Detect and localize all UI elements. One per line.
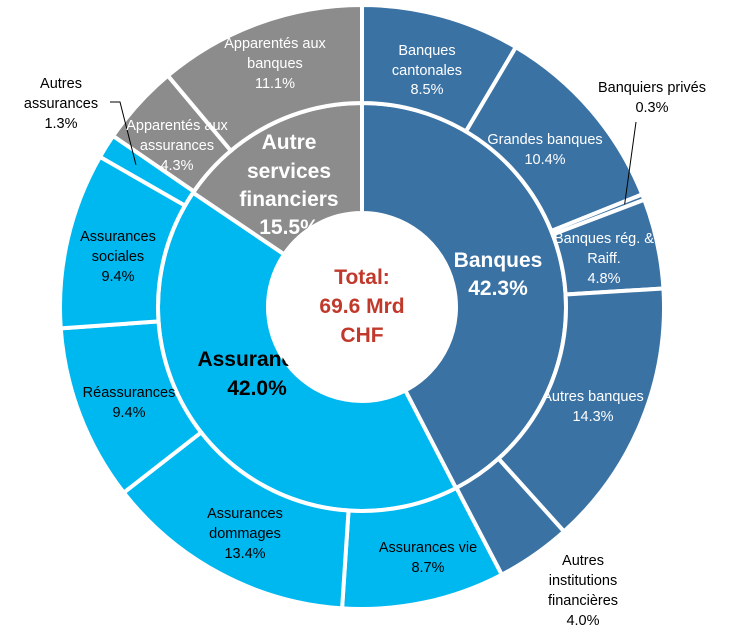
outer-label-assurances-vie: Assurances vie: [379, 540, 477, 556]
outer-label-autres-institutions-financieres: financières: [548, 593, 618, 609]
inner-label-autre-services-financiers: services: [247, 160, 331, 183]
inner-value-assurances: 42.0%: [227, 377, 287, 400]
leader-line-banquiers-prives: [624, 121, 637, 205]
outer-value-assurances-dommages: 13.4%: [224, 546, 265, 562]
outer-label-banques-cantonales: cantonales: [392, 63, 462, 79]
outer-value-apparentes-aux-assurances: 4.3%: [160, 158, 193, 174]
outer-label-autres-banques: Autres banques: [542, 389, 644, 405]
outer-label-autres-assurances: Autres: [40, 76, 82, 92]
outer-label-apparentes-aux-banques: banques: [247, 56, 303, 72]
outer-value-banques-cantonales: 8.5%: [410, 82, 443, 98]
leader-lines: [110, 101, 637, 205]
outer-label-apparentes-aux-assurances: assurances: [140, 138, 214, 154]
outer-label-autres-assurances: assurances: [24, 96, 98, 112]
outer-label-assurances-dommages: Assurances: [207, 506, 283, 522]
inner-label-banques: Banques: [454, 249, 543, 272]
outer-value-autres-banques: 14.3%: [572, 409, 613, 425]
center-hole: [268, 213, 456, 401]
outer-label-banques-reg-raiff: Banques rég. &: [554, 231, 654, 247]
outer-label-assurances-sociales: Assurances: [80, 229, 156, 245]
outer-value-autres-assurances: 1.3%: [44, 116, 77, 132]
center-label: Total: 69.6 Mrd CHF: [268, 213, 456, 401]
outer-value-reassurances: 9.4%: [112, 405, 145, 421]
outer-label-assurances-sociales: sociales: [92, 249, 144, 265]
outer-label-autres-institutions-financieres: institutions: [549, 573, 618, 589]
outer-label-reassurances: Réassurances: [83, 385, 176, 401]
center-label-line3: CHF: [340, 324, 383, 347]
outer-label-banques-cantonales: Banques: [398, 43, 455, 59]
inner-value-banques: 42.3%: [468, 277, 528, 300]
chart-rings: [58, 2, 666, 611]
outer-value-assurances-vie: 8.7%: [411, 560, 444, 576]
outer-label-apparentes-aux-banques: Apparentés aux: [224, 36, 326, 52]
outer-value-apparentes-aux-banques: 11.1%: [255, 76, 295, 92]
inner-label-autre-services-financiers: financiers: [239, 188, 338, 211]
leader-line-autres-assurances: [110, 101, 137, 165]
outer-label-banques-reg-raiff: Raiff.: [587, 251, 621, 267]
outer-slice-apparentes-aux-banques: [165, 2, 364, 154]
outer-value-grandes-banques: 10.4%: [524, 152, 565, 168]
outer-value-banquiers-prives: 0.3%: [635, 100, 668, 116]
outer-value-autres-institutions-financieres: 4.0%: [566, 613, 599, 629]
outer-value-assurances-sociales: 9.4%: [101, 269, 134, 285]
center-label-line1: Total:: [334, 266, 390, 289]
outer-label-banquiers-prives: Banquiers privés: [598, 80, 706, 96]
center-label-line2: 69.6 Mrd: [319, 295, 404, 318]
outer-label-assurances-dommages: dommages: [209, 526, 281, 542]
outer-label-apparentes-aux-assurances: Apparentés aux: [126, 118, 228, 134]
inner-label-autre-services-financiers: Autre: [262, 131, 317, 154]
outer-label-grandes-banques: Grandes banques: [487, 132, 602, 148]
chart-labels: Banques 42.3% Assurances 42.0% Autre services…: [24, 36, 706, 629]
outer-label-autres-institutions-financieres: Autres: [562, 553, 604, 569]
outer-value-banques-reg-raiff: 4.8%: [587, 271, 620, 287]
